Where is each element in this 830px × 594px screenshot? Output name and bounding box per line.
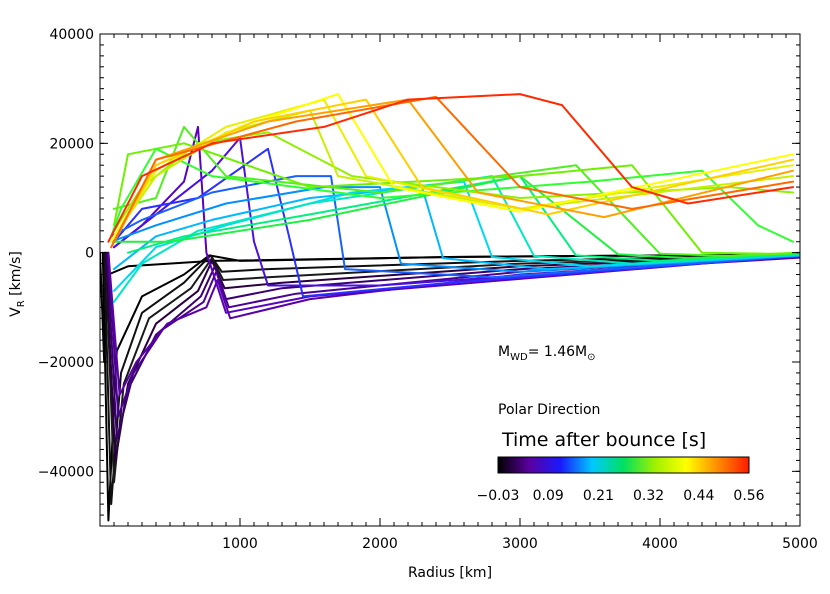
series-line-6 xyxy=(107,251,800,418)
series-line-12 xyxy=(110,186,800,273)
series-line-22 xyxy=(113,109,794,238)
y-tick-label: 40000 xyxy=(49,27,94,43)
x-tick-label: 1000 xyxy=(222,536,258,552)
y-tick-label: 0 xyxy=(85,246,94,262)
colorbar-tick-label: −0.03 xyxy=(477,488,520,504)
series-line-10 xyxy=(113,147,800,298)
mass-annotation-sun: ⊙ xyxy=(587,352,595,363)
colorbar-tick-label: 0.44 xyxy=(683,488,714,504)
series-line-28 xyxy=(107,93,794,243)
x-tick-label: 4000 xyxy=(642,536,678,552)
axis-ticks: 1000 2000 3000 4000 5000 40000 20000 0 −20000 −40… xyxy=(38,27,818,552)
svg-text:VR [km/s]: VR [km/s] xyxy=(8,251,27,317)
y-tick-label: −20000 xyxy=(38,355,94,371)
y-axis-label-unit: [km/s] xyxy=(8,251,24,296)
series-line-20 xyxy=(110,147,794,243)
series-line-11 xyxy=(110,175,800,279)
series-line-18 xyxy=(113,125,800,257)
y-axis-label-main: V xyxy=(8,307,24,317)
y-tick-label: 20000 xyxy=(49,136,94,152)
series-line-23 xyxy=(113,98,794,238)
colorbar-tick-label: 0.56 xyxy=(733,488,764,504)
series-line-26 xyxy=(110,98,794,249)
mass-annotation-sub: WD xyxy=(510,352,528,363)
series-layer xyxy=(100,93,800,522)
x-tick-label: 3000 xyxy=(502,536,538,552)
mass-annotation-main: M xyxy=(498,344,510,360)
mass-annotation: MWD= 1.46M⊙ xyxy=(498,344,596,363)
x-tick-label: 2000 xyxy=(362,536,398,552)
y-tick-label: −40000 xyxy=(38,464,94,480)
series-line-19 xyxy=(113,142,800,255)
mass-annotation-eq: = 1.46M xyxy=(528,344,587,360)
x-axis-label: Radius [km] xyxy=(408,565,492,581)
series-line-5 xyxy=(106,251,800,440)
colorbar-tick-label: 0.21 xyxy=(583,488,614,504)
series-line-25 xyxy=(110,98,794,249)
direction-annotation: Polar Direction xyxy=(498,402,600,418)
colorbar-title: Time after bounce [s] xyxy=(501,429,706,451)
series-line-27 xyxy=(110,95,794,249)
colorbar-tick-labels: −0.03 0.09 0.21 0.32 0.44 0.56 xyxy=(477,488,765,504)
series-line-9 xyxy=(113,136,800,287)
y-axis-label: VR [km/s] xyxy=(8,251,27,317)
series-line-1 xyxy=(101,251,800,522)
x-tick-label: 5000 xyxy=(782,536,818,552)
series-line-14 xyxy=(113,180,800,292)
colorbar xyxy=(497,456,750,474)
y-axis-label-sub: R xyxy=(16,300,27,307)
colorbar-tick-label: 0.09 xyxy=(533,488,564,504)
colorbar-tick-label: 0.32 xyxy=(633,488,664,504)
series-line-13 xyxy=(113,186,800,271)
